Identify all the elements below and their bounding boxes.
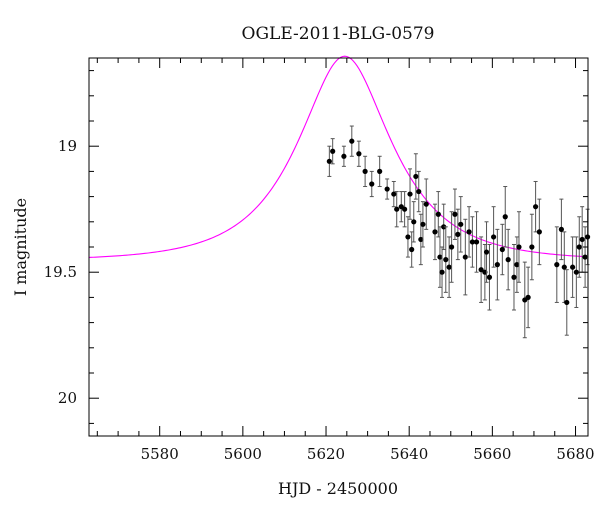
data-point-19 [418, 236, 424, 243]
x-tick-label: 5600 [224, 445, 262, 463]
data-point-35 [469, 239, 475, 245]
data-point-59 [573, 269, 579, 275]
data-point-1 [330, 148, 336, 154]
data-point-26 [441, 224, 447, 230]
y-axis-label: I magnitude [11, 198, 30, 296]
data-point-41 [491, 234, 497, 240]
data-point-20 [420, 221, 426, 227]
data-point-58 [570, 264, 576, 270]
data-point-17 [413, 173, 419, 180]
data-point-44 [502, 214, 508, 220]
data-point-30 [452, 211, 458, 217]
y-tick-label: 19 [58, 137, 77, 155]
data-point-50 [525, 294, 531, 300]
x-tick-label: 5660 [473, 445, 511, 463]
data-point-55 [558, 226, 564, 232]
data-point-47 [514, 262, 520, 268]
data-point-18 [416, 188, 422, 195]
data-point-53 [536, 229, 542, 235]
data-point-12 [402, 206, 408, 212]
data-point-7 [377, 168, 383, 174]
data-point-31 [455, 231, 461, 237]
data-point-32 [458, 221, 464, 227]
data-point-43 [499, 246, 505, 253]
x-tick-label: 5580 [141, 445, 179, 463]
x-tick-label: 5640 [390, 445, 428, 463]
data-point-56 [561, 264, 567, 270]
data-point-6 [369, 181, 375, 187]
data-point-57 [564, 299, 570, 306]
data-point-5 [362, 168, 368, 174]
data-point-33 [462, 254, 468, 260]
data-point-37 [478, 267, 484, 273]
data-point-40 [486, 274, 493, 280]
chart-title: OGLE-2011-BLG-0579 [242, 24, 435, 44]
data-point-45 [505, 257, 511, 263]
data-point-0 [326, 158, 332, 164]
data-point-16 [411, 219, 417, 225]
data-point-46 [511, 274, 517, 280]
data-point-8 [384, 186, 390, 192]
data-point-61 [579, 236, 585, 243]
data-point-22 [432, 229, 438, 235]
x-tick-label: 5680 [556, 445, 594, 463]
data-point-29 [449, 244, 455, 250]
series-layer [88, 55, 591, 339]
data-point-27 [443, 257, 449, 263]
data-point-25 [439, 269, 445, 275]
data-point-52 [533, 204, 539, 210]
data-point-14 [407, 191, 413, 197]
x-tick-label: 5620 [307, 445, 345, 463]
data-point-51 [529, 244, 535, 250]
data-point-4 [356, 151, 362, 157]
data-point-13 [405, 234, 411, 240]
data-point-3 [349, 138, 355, 144]
data-point-48 [516, 244, 522, 250]
y-tick-label: 20 [58, 389, 77, 407]
data-point-60 [576, 244, 582, 250]
data-point-39 [483, 249, 490, 255]
data-point-21 [423, 201, 429, 207]
data-point-54 [554, 262, 560, 268]
ticks-layer: 5580 5600 5620 5640 5660 5680 19 19.5 20 [44, 58, 595, 463]
data-point-34 [466, 229, 472, 235]
data-point-62 [582, 254, 588, 260]
data-point-2 [341, 153, 347, 159]
x-axis-label: HJD - 2450000 [278, 479, 398, 498]
model-curve [88, 55, 589, 258]
data-point-9 [391, 191, 397, 197]
y-tick-label: 19.5 [44, 263, 77, 281]
data-point-28 [446, 264, 452, 270]
data-point-10 [394, 206, 400, 212]
data-point-15 [409, 246, 415, 253]
data-point-36 [473, 239, 480, 245]
plot-frame [88, 57, 589, 437]
data-point-23 [435, 211, 441, 217]
data-point-24 [437, 254, 443, 260]
data-point-42 [494, 262, 500, 268]
